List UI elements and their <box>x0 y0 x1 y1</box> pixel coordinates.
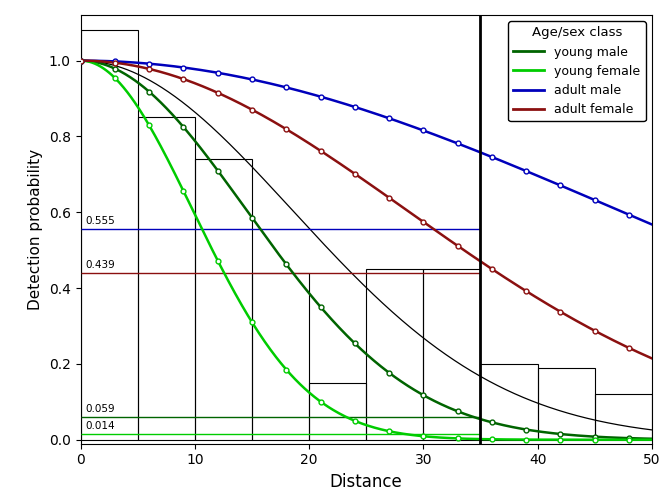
Bar <box>480 364 538 439</box>
X-axis label: Distance: Distance <box>330 473 403 491</box>
Text: 0.059: 0.059 <box>85 404 115 414</box>
Y-axis label: Detection probability: Detection probability <box>28 149 44 310</box>
Text: 0.014: 0.014 <box>85 421 115 431</box>
Bar <box>538 368 595 439</box>
Bar <box>195 159 252 439</box>
Bar <box>595 394 652 439</box>
Text: 0.439: 0.439 <box>85 260 115 270</box>
Bar <box>252 273 309 439</box>
Legend: young male, young female, adult male, adult female: young male, young female, adult male, ad… <box>508 21 646 121</box>
Bar <box>423 269 480 439</box>
Bar <box>366 269 423 439</box>
Bar <box>81 30 138 439</box>
Text: 0.555: 0.555 <box>85 216 115 226</box>
Bar <box>309 383 366 439</box>
Bar <box>138 117 195 439</box>
